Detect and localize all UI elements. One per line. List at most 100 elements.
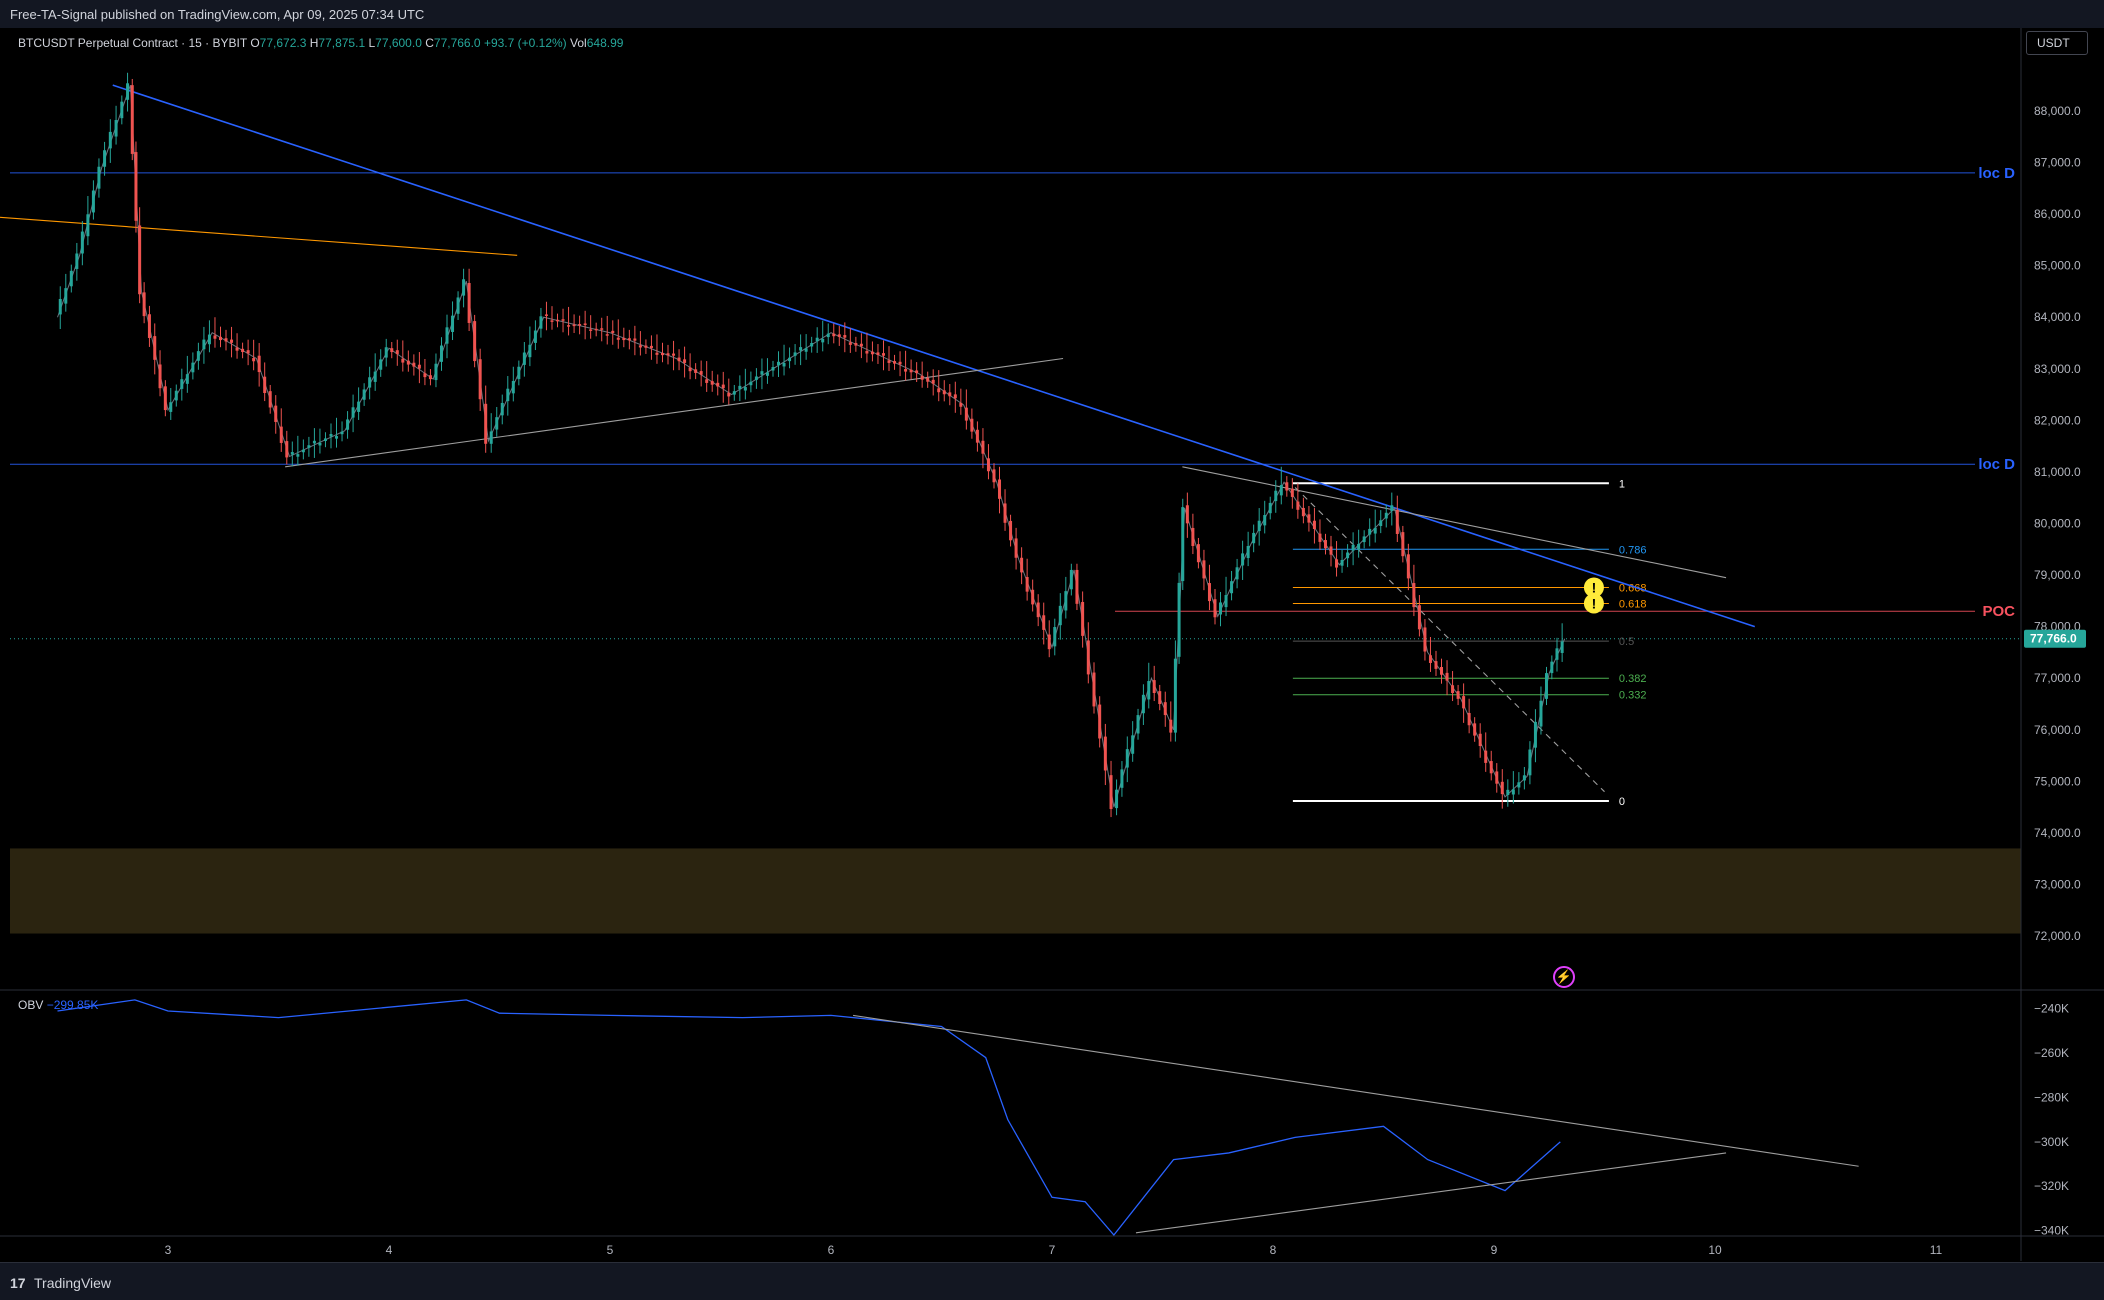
candle-body [710, 381, 714, 385]
trend-lines [0, 84, 1756, 793]
price-tick-0: 88,000.0 [2034, 104, 2081, 118]
obv-tick-1: −260K [2034, 1046, 2069, 1060]
candle-body [804, 348, 808, 352]
obv-label: OBV [18, 998, 44, 1012]
candle-body [1417, 605, 1421, 630]
candle-body [1500, 781, 1504, 795]
candle-body [1177, 582, 1181, 657]
candle-body [301, 449, 305, 453]
candle-body [760, 371, 764, 375]
candle-body [986, 458, 990, 472]
candle-body [981, 440, 985, 454]
candle-body [887, 360, 891, 363]
trend-line-dashed-fib-diag [1294, 487, 1605, 793]
candle-body [1560, 641, 1564, 653]
candle-body [368, 377, 372, 388]
candle-body [500, 402, 504, 416]
candle-body [1185, 505, 1189, 524]
candle-body [915, 370, 919, 374]
candle-body [898, 361, 902, 365]
candle-body [120, 101, 124, 119]
candle-body [539, 316, 543, 329]
time-tick-3: 6 [828, 1243, 835, 1257]
candle-body [395, 350, 399, 355]
candle-body [881, 353, 885, 356]
alert-marker-0 [1583, 577, 1604, 598]
price-series [57, 72, 1566, 818]
symbol-name[interactable]: BTCUSDT Perpetual Contract · 15 · BYBIT [18, 36, 247, 50]
fib-label-7: 0 [1619, 796, 1625, 808]
candle-body [1069, 569, 1073, 590]
candle-body [439, 345, 443, 362]
tradingview-logo-icon[interactable]: 17 [10, 1275, 26, 1291]
candle-body [1257, 520, 1261, 532]
symbol-legend[interactable]: BTCUSDT Perpetual Contract · 15 · BYBIT … [18, 36, 623, 50]
candle-body [1036, 602, 1040, 618]
candle-body [1020, 557, 1024, 573]
candle-body [1152, 680, 1156, 693]
candle-body [655, 352, 659, 355]
candle-body [473, 321, 477, 362]
candle-body [859, 343, 863, 347]
candle-body [307, 445, 311, 448]
candle-body [589, 329, 593, 331]
candle-body [1196, 544, 1200, 563]
obv-legend[interactable]: OBV −299.85K [18, 998, 98, 1012]
candle-body [196, 351, 200, 361]
candle-body [600, 328, 604, 330]
candle-body [998, 479, 1002, 499]
fibonacci-retracement: 1 0.786 0.668 0.618 0.5 0.382 0.332 0 [1292, 478, 1647, 808]
time-tick-5: 8 [1270, 1243, 1277, 1257]
candle-body [826, 333, 830, 338]
candle-body [1456, 691, 1460, 699]
obv-tick-2: −280K [2034, 1090, 2069, 1104]
candle-body [1462, 696, 1466, 709]
candle-body [920, 375, 924, 380]
candle-body [1335, 559, 1339, 568]
pane-separators [0, 28, 2104, 1261]
price-tick-15: 73,000.0 [2034, 878, 2081, 892]
candle-body [1362, 536, 1366, 543]
candle-body [1092, 672, 1096, 707]
candle-body [1357, 543, 1361, 550]
candle-body [743, 387, 747, 391]
candle-body [666, 353, 670, 356]
candle-body [373, 371, 377, 382]
candle-body [268, 391, 272, 408]
currency-unit-button[interactable]: USDT [2026, 31, 2088, 55]
candle-body [1395, 509, 1399, 534]
candle-body [1202, 560, 1206, 579]
alert-lightning-icon[interactable]: ⚡ [1553, 966, 1575, 988]
candle-body [1506, 789, 1510, 796]
candle-body [1131, 735, 1135, 754]
fib-label-3: 0.618 [1619, 598, 1647, 610]
candle-body [1230, 581, 1234, 594]
candle-body [340, 431, 344, 435]
candle-body [1169, 719, 1173, 733]
candle-body [1086, 640, 1090, 675]
chart-area[interactable]: loc D loc D POC 1 0.786 0.668 0.618 0.5 0.382 0.… [0, 28, 2104, 1261]
chart-canvas[interactable]: loc D loc D POC 1 0.786 0.668 0.618 0.5 0.382 0.… [0, 28, 2104, 1261]
candle-body [257, 355, 261, 373]
candle-body [1003, 503, 1007, 523]
candle-body [1191, 527, 1195, 547]
candle-body [1252, 532, 1256, 544]
candle-body [1136, 715, 1140, 734]
candle-body [1428, 655, 1432, 663]
candle-body [1390, 505, 1394, 511]
candle-body [705, 379, 709, 383]
candle-body [185, 374, 189, 384]
tradingview-brand[interactable]: TradingView [34, 1275, 112, 1291]
candle-body [904, 369, 908, 372]
candle-body [627, 338, 631, 341]
candle-body [412, 362, 416, 367]
candle-body [1440, 667, 1444, 675]
candle-body [134, 152, 138, 221]
candle-body [1268, 502, 1272, 514]
price-tick-8: 80,000.0 [2034, 517, 2081, 531]
candle-body [1173, 658, 1177, 733]
time-tick-7: 10 [1708, 1243, 1722, 1257]
candle-body [550, 320, 554, 322]
candle-body [511, 380, 515, 394]
candle-body [749, 381, 753, 386]
